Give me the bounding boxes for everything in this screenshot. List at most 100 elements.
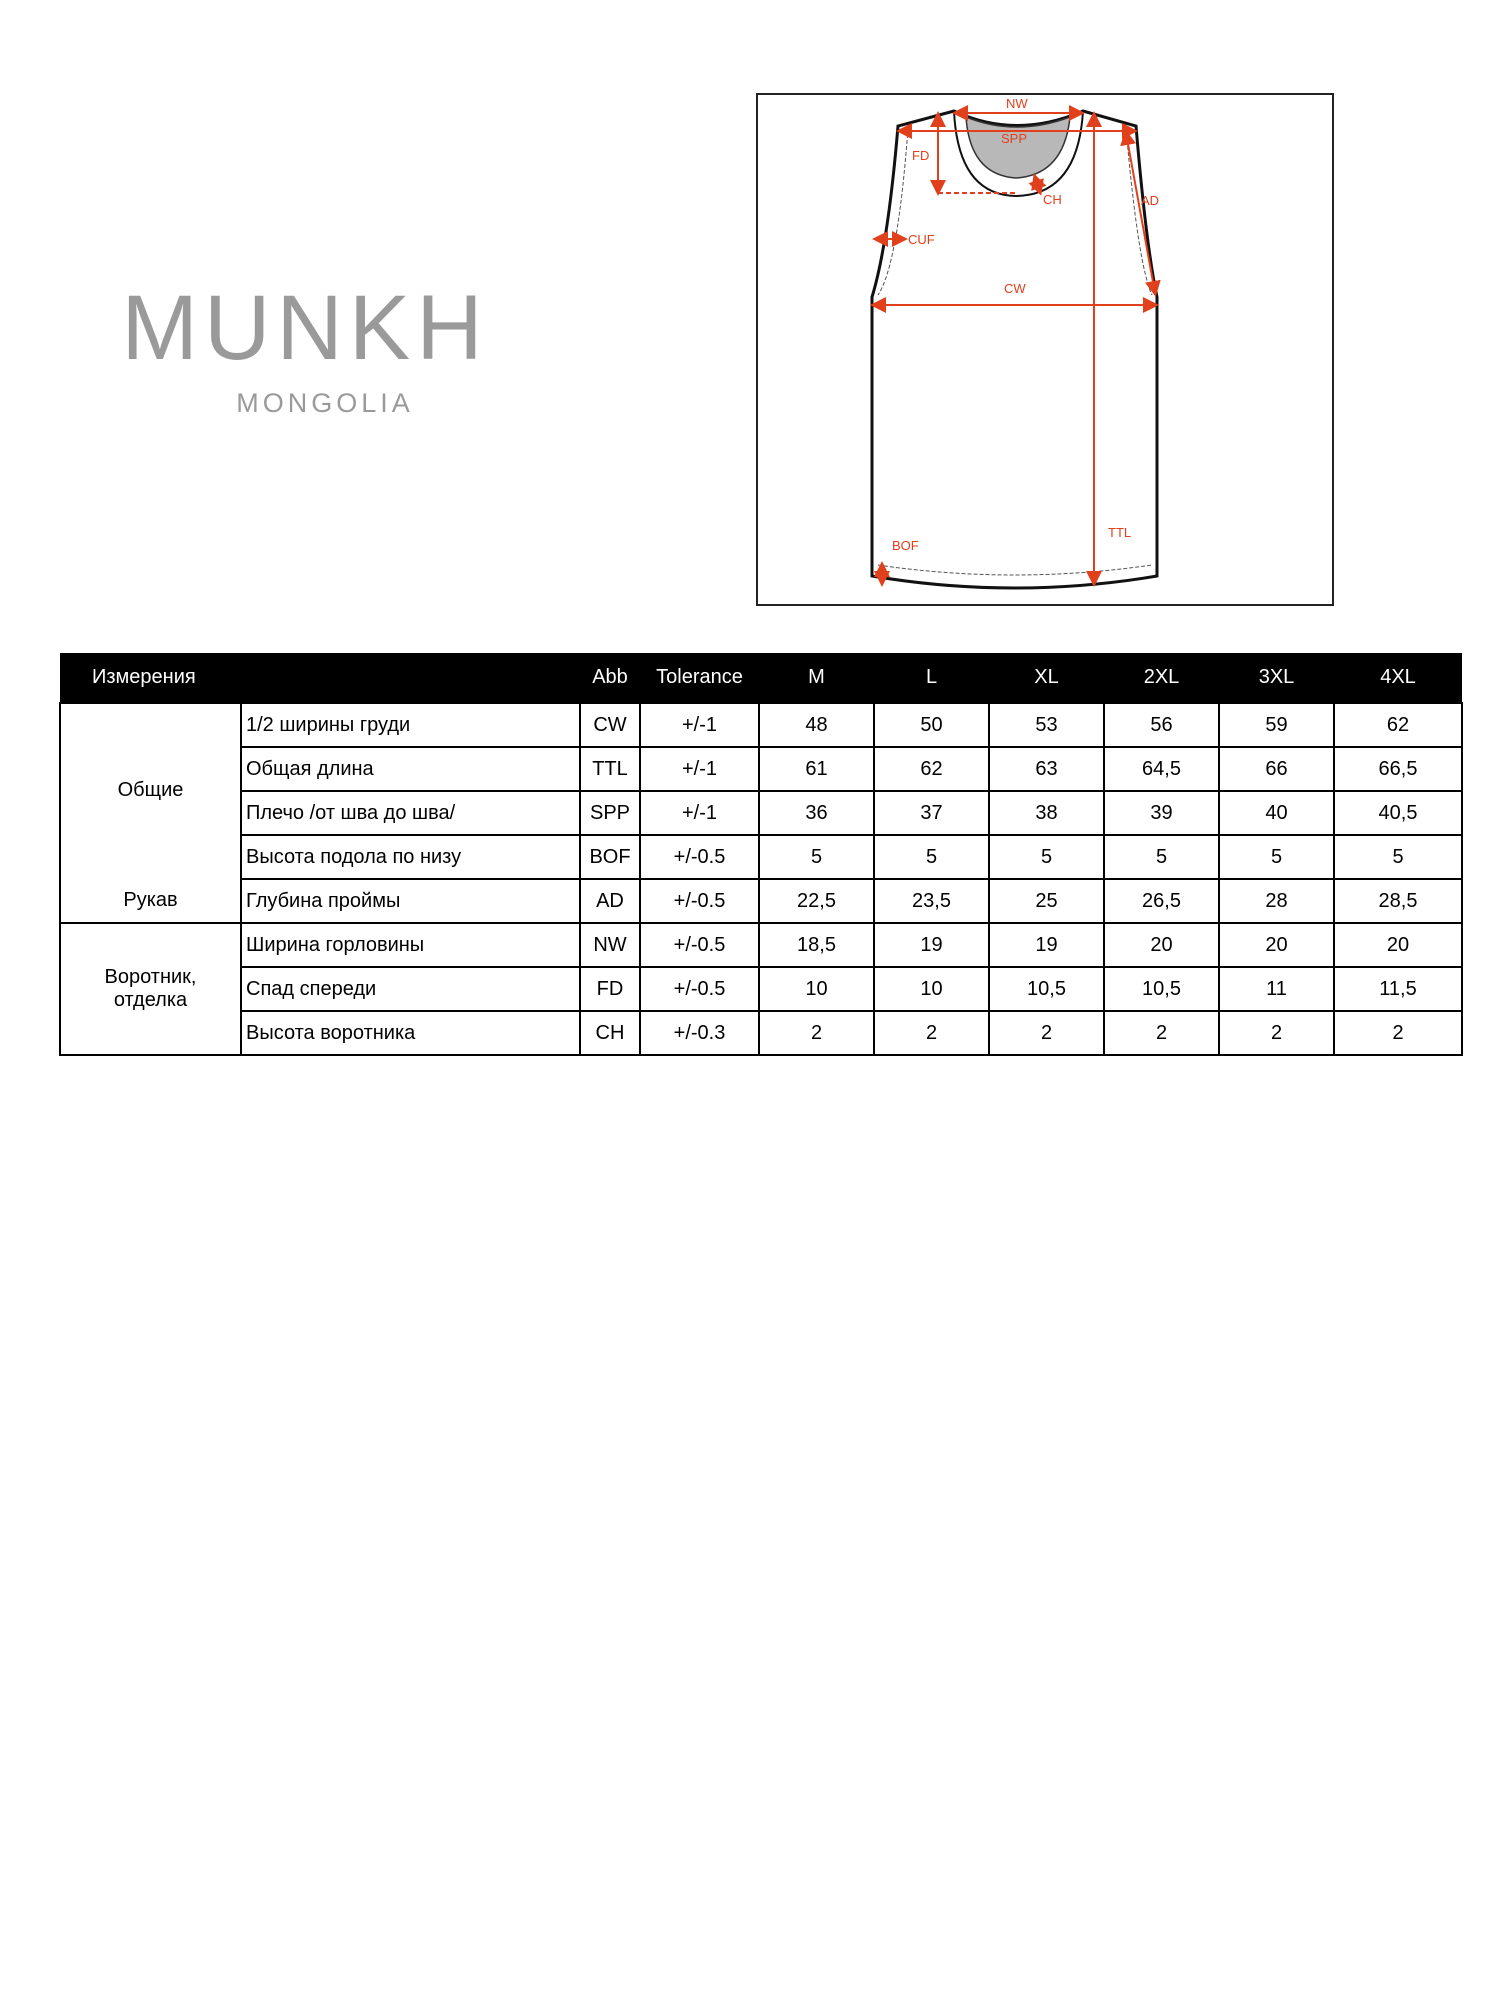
group-label-general: Общие	[117, 779, 184, 801]
header-measurement: Измерения	[60, 653, 580, 703]
measurement-abb: CH	[579, 1010, 641, 1056]
measurement-tolerance: +/-0.5	[639, 922, 760, 968]
header-size: 4XL	[1334, 653, 1462, 703]
size-value: 28	[1218, 878, 1335, 924]
measurement-name: Общая длина	[240, 746, 581, 792]
size-value: 11	[1218, 966, 1335, 1012]
label-ad: AD	[1141, 193, 1159, 208]
logo-subtitle: MONGOLIA	[236, 388, 414, 418]
size-value: 38	[988, 790, 1105, 836]
size-value: 22,5	[758, 878, 875, 924]
table-row: Воротник, отделка Ширина горловины NW +/-0.…	[59, 922, 1463, 1056]
size-value: 62	[1333, 702, 1463, 748]
label-nw: NW	[1006, 96, 1028, 111]
size-value: 2	[873, 1010, 990, 1056]
logo-brand: MUNKH	[121, 277, 489, 379]
label-cuf: CUF	[908, 232, 935, 247]
size-value: 59	[1218, 702, 1335, 748]
label-fd: FD	[912, 148, 929, 163]
size-value: 2	[758, 1010, 875, 1056]
size-value: 61	[758, 746, 875, 792]
header-size: 3XL	[1219, 653, 1334, 703]
measurement-tolerance: +/-0.5	[639, 834, 760, 880]
measurement-name: Спад спереди	[240, 966, 581, 1012]
header-size: 2XL	[1104, 653, 1219, 703]
size-value: 26,5	[1103, 878, 1220, 924]
size-value: 19	[988, 922, 1105, 968]
size-value: 20	[1103, 922, 1220, 968]
measurement-abb: SPP	[579, 790, 641, 836]
measurement-name: Высота воротника	[240, 1010, 581, 1056]
size-value: 40,5	[1333, 790, 1463, 836]
header-size: M	[759, 653, 874, 703]
brand-logo: MUNKH MONGOLIA	[120, 282, 490, 419]
size-value: 48	[758, 702, 875, 748]
table-row: Общая длина TTL +/-1 61 62 63 64,5 66 66,5	[60, 746, 1463, 792]
measurement-name: Высота подола по низу	[240, 834, 581, 880]
size-value: 20	[1333, 922, 1463, 968]
measurement-name: 1/2 ширины груди	[240, 702, 581, 748]
size-value: 19	[873, 922, 990, 968]
table-row: Общие Рукав 1/2 ширины груди CW +/-1 48 50 53 56…	[59, 702, 1463, 924]
measurement-tolerance: +/-1	[639, 790, 760, 836]
size-value: 2	[1333, 1010, 1463, 1056]
header-size: L	[874, 653, 989, 703]
size-value: 28,5	[1333, 878, 1463, 924]
label-ch: CH	[1043, 192, 1062, 207]
size-value: 39	[1103, 790, 1220, 836]
size-value: 66	[1218, 746, 1335, 792]
measurement-name: Глубина проймы	[240, 878, 581, 924]
table-row: Высота воротника CH +/-0.3 2 2 2 2 2 2	[60, 1010, 1463, 1056]
size-value: 2	[1218, 1010, 1335, 1056]
header-tolerance: Tolerance	[640, 653, 759, 703]
measurement-abb: FD	[579, 966, 641, 1012]
header-size: XL	[989, 653, 1104, 703]
size-value: 63	[988, 746, 1105, 792]
measurement-abb: NW	[579, 922, 641, 968]
size-value: 5	[758, 834, 875, 880]
size-value: 2	[1103, 1010, 1220, 1056]
measurement-tolerance: +/-0.3	[639, 1010, 760, 1056]
measurement-name: Плечо /от шва до шва/	[240, 790, 581, 836]
measurement-abb: TTL	[579, 746, 641, 792]
group-collar: Воротник, отделка	[59, 922, 242, 1056]
header-abb: Abb	[580, 653, 640, 703]
size-value: 62	[873, 746, 990, 792]
size-value: 11,5	[1333, 966, 1463, 1012]
size-value: 10	[873, 966, 990, 1012]
table-row: Глубина проймы AD +/-0.5 22,5 23,5 25 26,5 28 28…	[60, 878, 1463, 924]
size-value: 5	[873, 834, 990, 880]
label-bof: BOF	[892, 538, 919, 553]
label-cw: CW	[1004, 281, 1026, 296]
measurement-tolerance: +/-0.5	[639, 878, 760, 924]
group-general: Общие Рукав	[59, 702, 242, 924]
size-value: 40	[1218, 790, 1335, 836]
measurement-tolerance: +/-1	[639, 702, 760, 748]
size-value: 37	[873, 790, 990, 836]
measurement-tolerance: +/-0.5	[639, 966, 760, 1012]
table-header-row: Измерения Abb Tolerance M L XL 2XL 3XL 4…	[60, 653, 1462, 703]
table-row: Плечо /от шва до шва/SPP +/-1 36 37 38 39 40 40…	[60, 790, 1463, 836]
group-label-sleeve: Рукав	[123, 889, 178, 911]
size-value: 18,5	[758, 922, 875, 968]
size-value: 56	[1103, 702, 1220, 748]
tank-top-measurement-diagram: NW SPP FD CH AD CUF CW TTL BOF	[756, 93, 1334, 606]
measurement-abb: CW	[579, 702, 641, 748]
measurement-abb: BOF	[579, 834, 641, 880]
size-value: 2	[988, 1010, 1105, 1056]
size-value: 64,5	[1103, 746, 1220, 792]
size-value: 5	[988, 834, 1105, 880]
size-value: 10	[758, 966, 875, 1012]
size-value: 66,5	[1333, 746, 1463, 792]
size-value: 25	[988, 878, 1105, 924]
size-value: 36	[758, 790, 875, 836]
measurement-abb: AD	[579, 878, 641, 924]
size-value: 5	[1218, 834, 1335, 880]
measurement-tolerance: +/-1	[639, 746, 760, 792]
size-value: 10,5	[1103, 966, 1220, 1012]
tank-top-outline	[870, 109, 1159, 590]
size-value: 5	[1333, 834, 1463, 880]
size-value: 50	[873, 702, 990, 748]
size-chart-table: Измерения Abb Tolerance M L XL 2XL 3XL 4…	[59, 653, 1463, 1056]
table-row: Высота подола по низу BOF +/-0.5 5 5 5 5 5 5	[60, 834, 1463, 880]
